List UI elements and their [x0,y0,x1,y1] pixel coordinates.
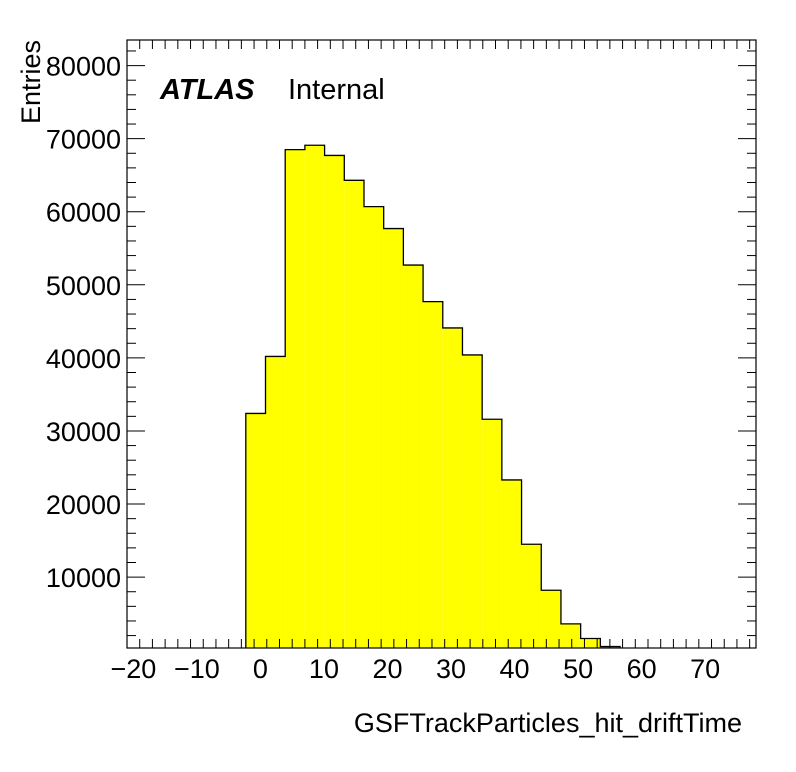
x-tick-label: 50 [563,654,593,684]
histogram-bar [541,590,561,648]
x-tick-label: 0 [253,654,268,684]
y-tick-label: 70000 [46,125,121,155]
histogram-bar [344,180,364,649]
y-tick-label: 20000 [46,490,121,520]
histogram-bar [285,149,305,648]
y-tick-label: 40000 [46,344,121,374]
histogram-bar [462,354,483,648]
histogram-bar [245,413,266,648]
x-tick-label: 60 [627,654,657,684]
histogram-bar [521,544,542,648]
histogram-bar [442,327,463,648]
histogram-bar [304,145,325,648]
plot-frame [126,39,757,649]
x-tick-labels: −20 −10 0 10 20 30 40 50 60 70 [110,654,720,684]
histogram-bar [324,155,345,648]
histogram-bar [383,228,404,649]
x-tick-label: 20 [372,654,402,684]
histogram-bar [580,638,601,648]
y-tick-label: 30000 [46,417,121,447]
y-axis-label: Entries [16,40,46,124]
histogram-bar [403,265,424,648]
histogram-bar [482,419,502,648]
histogram-bar [560,623,581,648]
y-tick-label: 60000 [46,198,121,228]
histogram-bars [245,144,621,649]
y-tick-label: 10000 [46,563,121,593]
histogram-bar [423,301,443,648]
x-tick-label: 10 [309,654,339,684]
histogram-bar [363,206,384,648]
histogram-bar [265,356,286,648]
y-tick-labels: 10000 20000 30000 40000 50000 60000 70000 80000 [46,52,121,594]
axis-ticks [126,40,756,648]
y-tick-label: 80000 [46,52,121,82]
x-axis-label: GSFTrackParticles_hit_driftTime [354,708,742,738]
y-tick-label: 50000 [46,271,121,301]
x-tick-label: 70 [690,654,720,684]
x-tick-label: −10 [174,654,220,684]
x-tick-label: 30 [436,654,466,684]
x-tick-label: −20 [110,654,156,684]
histogram-bar [501,479,522,648]
histogram-outline [245,144,621,648]
atlas-label: ATLAS [159,74,255,106]
x-tick-label: 40 [500,654,530,684]
internal-label: Internal [288,74,385,106]
